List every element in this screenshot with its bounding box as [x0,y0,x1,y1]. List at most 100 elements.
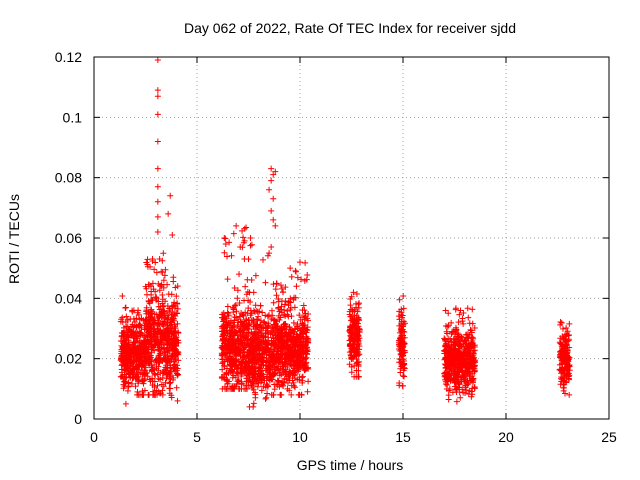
data-point [151,378,158,385]
data-point [154,93,161,100]
data-point [302,259,309,266]
data-point [232,301,239,308]
data-point [139,391,146,398]
data-point [125,370,132,377]
data-point [170,374,177,381]
data-point [234,370,241,377]
data-point [397,337,404,344]
data-point [258,387,265,394]
data-point [272,222,279,229]
data-point [258,376,265,383]
data-point [463,345,470,352]
data-point [400,292,407,299]
data-point [223,370,230,377]
data-point [261,319,268,326]
data-point [464,305,471,312]
data-point [234,295,241,302]
data-point [469,379,476,386]
data-point [355,361,362,368]
data-point [236,300,243,307]
data-point [231,350,238,357]
data-point [301,367,308,374]
data-point [355,301,362,308]
data-point [252,329,259,336]
data-point [122,400,129,407]
data-point [275,305,282,312]
data-point [469,320,476,327]
y-tick-label: 0.12 [55,49,82,65]
data-point [166,337,173,344]
data-point [247,351,254,358]
data-point [153,294,160,301]
data-point [165,314,172,321]
data-point [155,352,162,359]
data-point [160,307,167,314]
data-point [170,358,177,365]
data-point [165,346,172,353]
data-point [287,304,294,311]
data-point [277,355,284,362]
data-point [239,367,246,374]
data-point [256,342,263,349]
data-point [120,375,127,382]
data-point [559,374,566,381]
data-point [441,347,448,354]
data-point [124,323,131,330]
data-point [296,312,303,319]
data-point [268,207,275,214]
data-point [162,379,169,386]
data-point [153,387,160,394]
data-point [221,234,228,241]
data-point [395,313,402,320]
data-point [245,360,252,367]
data-point [457,394,464,401]
data-point [231,317,238,324]
data-point [245,342,252,349]
data-point [222,241,229,248]
data-point [155,341,162,348]
data-point [137,329,144,336]
data-point [226,239,233,246]
data-point [248,276,255,283]
data-point [143,370,150,377]
data-point [265,322,272,329]
data-point [265,334,272,341]
data-point [172,284,179,291]
data-point [160,277,167,284]
data-point [355,314,362,321]
data-point [121,378,128,385]
x-axis-label: GPS time / hours [297,457,404,473]
data-point [442,343,449,350]
data-point [143,307,150,314]
data-point [293,283,300,290]
data-point [459,386,466,393]
data-point [289,371,296,378]
data-point [143,285,150,292]
data-point [225,378,232,385]
data-point [441,356,448,363]
data-point [232,374,239,381]
data-point [231,323,238,330]
data-point [144,356,151,363]
data-point [282,284,289,291]
data-point [275,378,282,385]
data-point [292,375,299,382]
data-point [470,350,477,357]
data-point [401,373,408,380]
data-point [149,366,156,373]
data-point [348,335,355,342]
data-point [260,325,267,332]
data-point [445,310,452,317]
data-point [163,375,170,382]
data-point [143,259,150,266]
data-point [145,330,152,337]
data-point [154,87,161,94]
data-point [234,287,241,294]
data-point [174,320,181,327]
data-point [134,349,141,356]
data-point [247,336,254,343]
y-tick-label: 0.06 [55,230,82,246]
data-point [150,286,157,293]
data-point [462,349,469,356]
